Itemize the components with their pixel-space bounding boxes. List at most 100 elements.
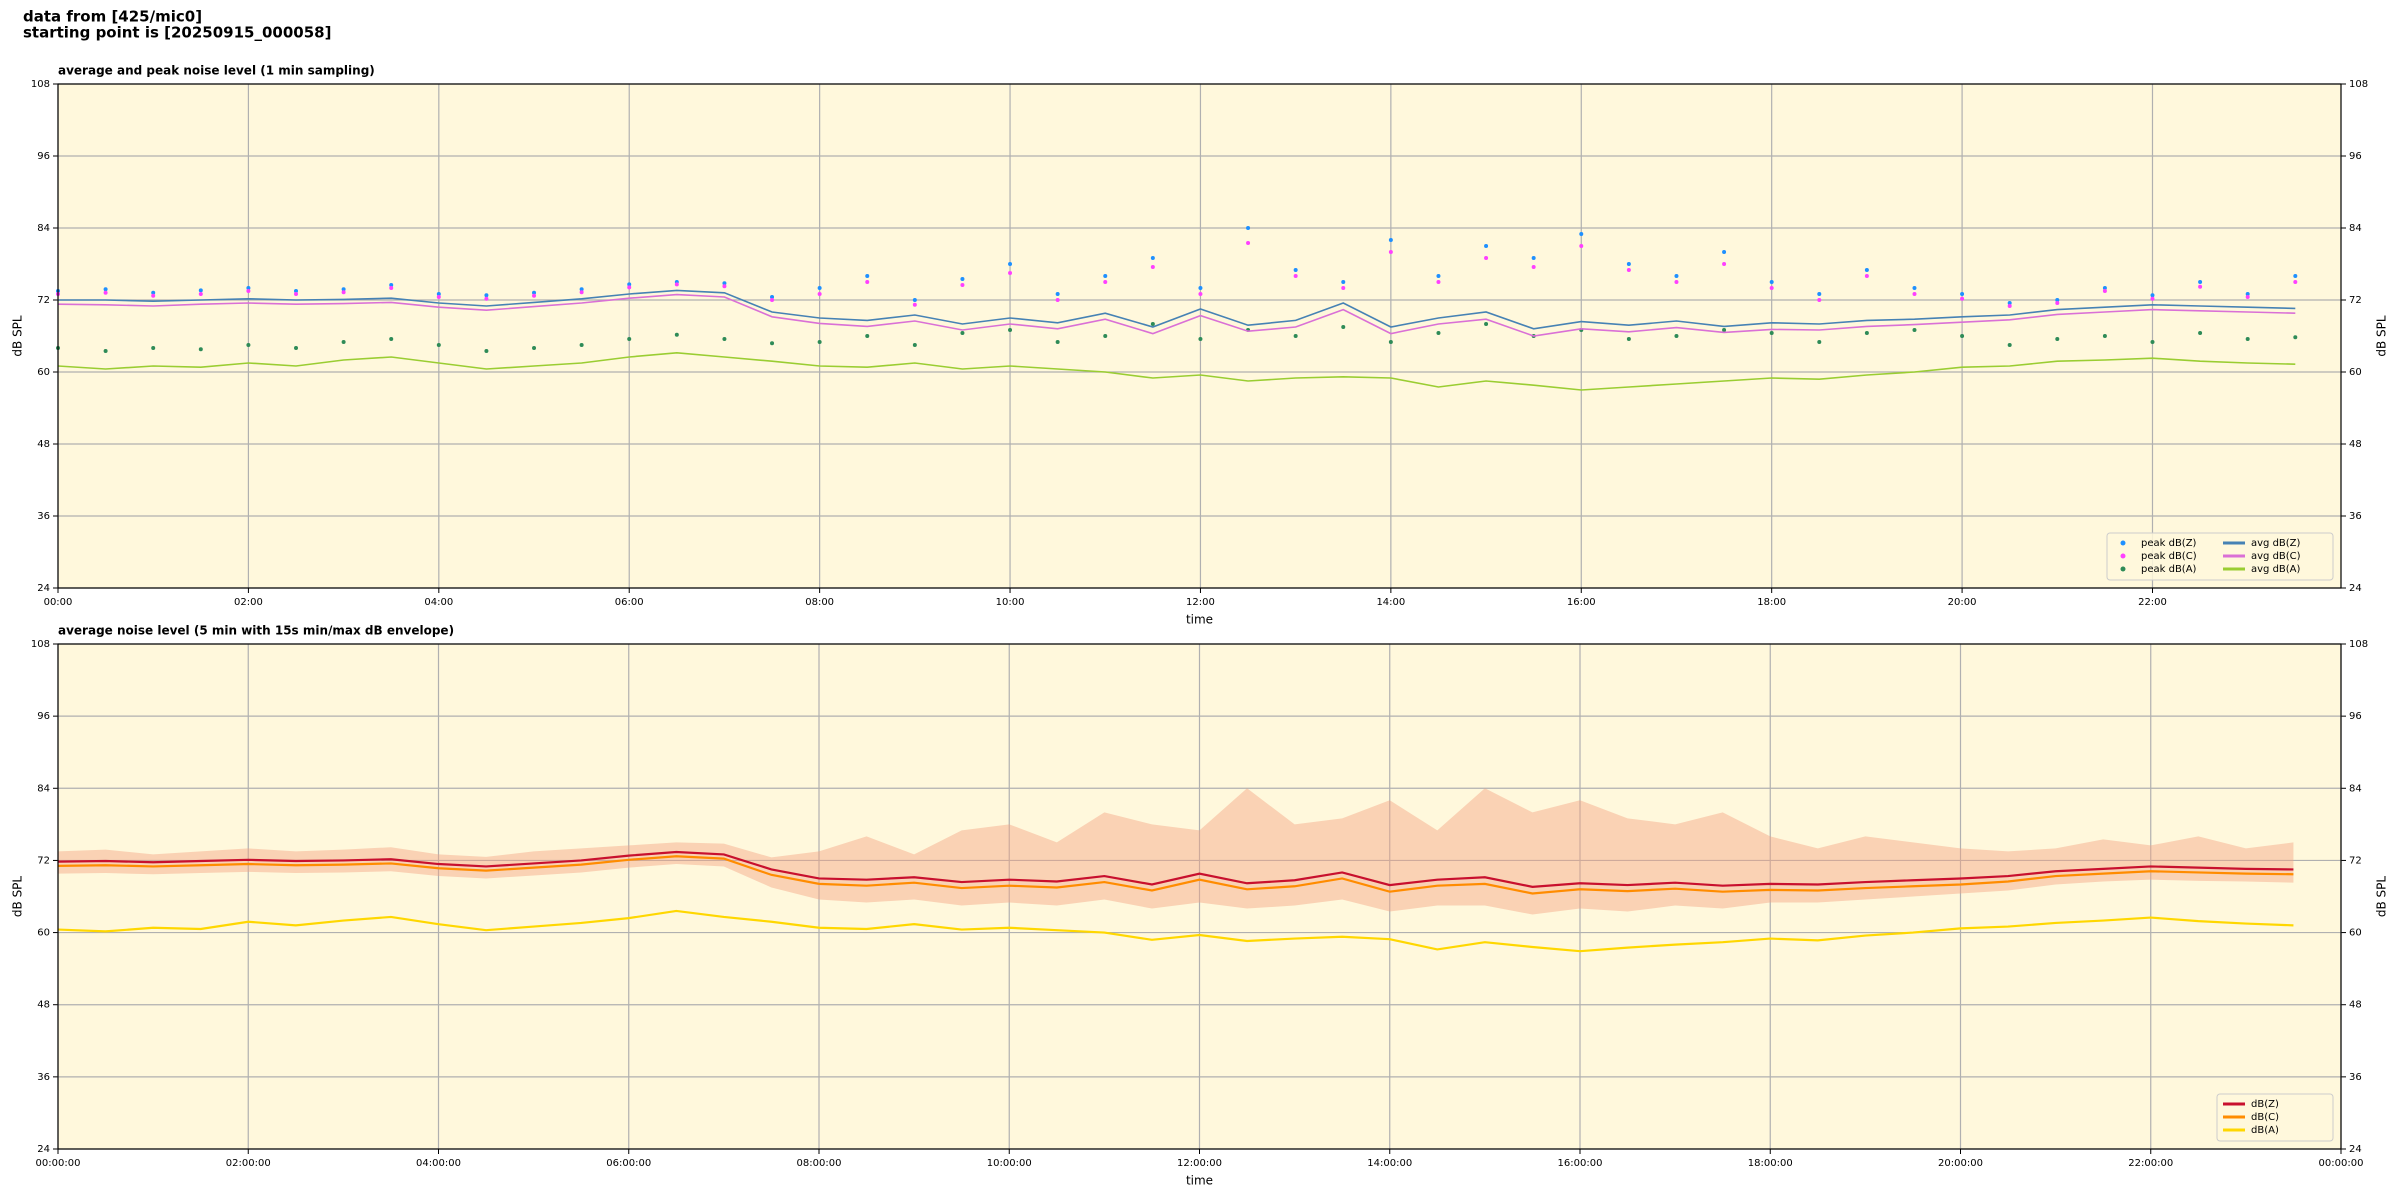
peak-point <box>436 343 441 347</box>
peak-point <box>1103 274 1108 278</box>
peak-point <box>341 290 346 295</box>
peak-point <box>1864 331 1869 335</box>
peak-point <box>341 287 346 292</box>
legend-marker <box>2120 553 2126 559</box>
legend-label: peak dB(A) <box>2141 564 2197 575</box>
peak-point <box>1150 256 1155 260</box>
peak-point <box>912 302 917 307</box>
series-line <box>57 351 2296 391</box>
peak-point <box>246 286 251 290</box>
peak-point <box>1388 238 1393 242</box>
series-line <box>57 293 2296 337</box>
series-line <box>57 855 2294 895</box>
peak-point <box>912 343 917 347</box>
x-tick-label: 00:00:00 <box>2319 1158 2364 1169</box>
y-tick-label: 60 <box>2349 928 2362 939</box>
peak-point <box>1626 262 1631 266</box>
x-tick-label: 18:00 <box>1757 597 1786 608</box>
legend-label: avg dB(A) <box>2251 564 2301 575</box>
peak-point <box>1484 244 1489 248</box>
peak-point <box>627 285 632 290</box>
peak-point <box>436 295 441 299</box>
x-tick-label: 08:00 <box>805 597 834 608</box>
peak-point <box>1246 241 1251 245</box>
peak-point <box>960 283 965 287</box>
x-tick-label: 16:00 <box>1567 597 1596 608</box>
peak-point <box>2245 337 2250 341</box>
peak-point <box>627 337 632 341</box>
peak-point <box>151 293 156 298</box>
y-tick-label: 36 <box>37 511 50 522</box>
y-tick-label: 84 <box>2349 783 2362 794</box>
envelope-area <box>58 788 2294 915</box>
y-tick-label: 48 <box>2349 439 2362 450</box>
peak-point <box>1722 328 1727 332</box>
peak-point <box>2150 296 2155 301</box>
y-tick-label: 96 <box>2349 151 2362 162</box>
peak-point <box>103 290 108 295</box>
peak-point <box>1436 274 1441 278</box>
y-tick-label: 24 <box>2349 583 2362 594</box>
peak-point <box>103 349 108 353</box>
peak-point <box>484 296 489 301</box>
peak-point <box>1674 280 1679 284</box>
y-tick-label: 24 <box>37 1144 50 1155</box>
peak-point <box>2055 337 2060 341</box>
peak-point <box>1531 256 1536 260</box>
peak-point <box>341 340 346 344</box>
peak-point <box>1436 280 1441 284</box>
peak-point <box>1960 296 1965 301</box>
peak-point <box>1341 280 1346 284</box>
y-tick-label: 108 <box>2349 79 2368 90</box>
plot-area <box>58 84 2341 588</box>
peak-point <box>2007 343 2012 347</box>
x-tick-label: 22:00:00 <box>2128 1158 2173 1169</box>
x-tick-label: 16:00:00 <box>1558 1158 1603 1169</box>
x-tick-label: 02:00:00 <box>226 1158 271 1169</box>
peak-point <box>960 331 965 335</box>
peak-point <box>2055 301 2060 305</box>
peak-point <box>1864 274 1869 278</box>
peak-point <box>1531 265 1536 269</box>
series-line <box>58 289 2296 330</box>
x-tick-label: 00:00:00 <box>36 1158 81 1169</box>
y-tick-label: 108 <box>31 639 50 650</box>
peak-point <box>817 292 822 296</box>
peak-point <box>1008 271 1013 275</box>
peak-point <box>722 281 727 286</box>
y-tick-label: 84 <box>2349 223 2362 234</box>
peak-point <box>1293 274 1298 278</box>
peak-point <box>1626 337 1631 341</box>
x-tick-label: 10:00 <box>996 597 1025 608</box>
x-tick-label: 10:00:00 <box>987 1158 1032 1169</box>
peak-point <box>1198 292 1203 296</box>
peak-point <box>532 293 537 298</box>
peak-point <box>389 283 394 287</box>
legend-label: peak dB(Z) <box>2141 538 2197 549</box>
peak-point <box>770 298 775 302</box>
x-tick-label: 18:00:00 <box>1748 1158 1793 1169</box>
peak-point <box>1341 325 1346 329</box>
peak-point <box>2150 340 2155 344</box>
y-tick-label: 96 <box>37 151 50 162</box>
y-tick-label: 60 <box>2349 367 2362 378</box>
peak-point <box>103 287 108 292</box>
y-tick-label: 72 <box>2349 855 2362 866</box>
peak-point <box>484 293 489 298</box>
y-axis-label: dB SPL <box>2375 315 2389 357</box>
x-tick-label: 02:00 <box>234 597 263 608</box>
y-axis-label: dB SPL <box>11 876 25 918</box>
peak-point <box>1103 280 1108 284</box>
peak-point <box>294 346 299 350</box>
peak-point <box>2245 295 2250 299</box>
peak-point <box>198 347 203 352</box>
y-tick-label: 48 <box>2349 1000 2362 1011</box>
peak-point <box>865 280 870 284</box>
peak-point <box>1198 286 1203 290</box>
peak-point <box>1103 334 1108 338</box>
x-tick-label: 04:00 <box>424 597 453 608</box>
y-tick-label: 72 <box>37 855 50 866</box>
peak-point <box>1484 322 1489 326</box>
peak-point <box>389 337 394 341</box>
y-tick-label: 60 <box>37 928 50 939</box>
